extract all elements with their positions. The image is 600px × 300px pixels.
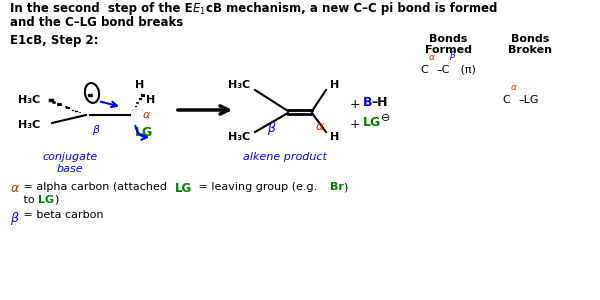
Text: $E_1$: $E_1$ xyxy=(192,2,206,17)
Text: H: H xyxy=(330,80,339,90)
Text: $\alpha$: $\alpha$ xyxy=(510,83,518,92)
Text: to: to xyxy=(20,195,38,205)
Text: –LG: –LG xyxy=(518,95,539,105)
Text: $\alpha$: $\alpha$ xyxy=(315,120,325,133)
Text: ): ) xyxy=(343,182,347,192)
Text: alkene product: alkene product xyxy=(243,152,327,162)
Text: = alpha carbon (attached: = alpha carbon (attached xyxy=(20,182,167,192)
Text: +: + xyxy=(350,118,365,131)
Text: Bonds: Bonds xyxy=(511,34,549,44)
Text: ): ) xyxy=(54,195,58,205)
Text: Broken: Broken xyxy=(508,45,552,55)
Text: $\alpha$: $\alpha$ xyxy=(142,110,151,120)
Text: –H: –H xyxy=(371,97,388,110)
Text: H₃C: H₃C xyxy=(228,132,250,142)
Text: = beta carbon: = beta carbon xyxy=(20,210,104,220)
Text: Bonds: Bonds xyxy=(429,34,467,44)
Text: base: base xyxy=(56,164,83,174)
Text: = leaving group (e.g.: = leaving group (e.g. xyxy=(195,182,321,192)
Text: ⊖: ⊖ xyxy=(381,113,391,123)
Text: Formed: Formed xyxy=(425,45,472,55)
Text: C: C xyxy=(502,95,510,105)
Text: $\beta$: $\beta$ xyxy=(10,210,20,227)
Text: $\beta$: $\beta$ xyxy=(449,49,457,62)
Text: In the second  step of the E: In the second step of the E xyxy=(10,2,193,15)
Text: Br: Br xyxy=(330,182,344,192)
Text: B: B xyxy=(363,97,373,110)
Text: H₃C: H₃C xyxy=(228,80,250,90)
Text: cB mechanism, a new C–C pi bond is formed: cB mechanism, a new C–C pi bond is forme… xyxy=(206,2,497,15)
Text: and the C–LG bond breaks: and the C–LG bond breaks xyxy=(10,16,183,29)
Text: H₃C: H₃C xyxy=(18,120,40,130)
Text: $\alpha$: $\alpha$ xyxy=(10,182,20,195)
Text: H: H xyxy=(135,80,144,90)
Text: LG: LG xyxy=(175,182,192,195)
Text: E1cB, Step 2:: E1cB, Step 2: xyxy=(10,34,98,47)
Text: $\beta$: $\beta$ xyxy=(92,123,101,137)
Text: LG: LG xyxy=(38,195,54,205)
Text: LG: LG xyxy=(363,116,381,130)
Text: (π): (π) xyxy=(457,65,476,75)
Text: $\beta$: $\beta$ xyxy=(267,120,277,137)
Text: H₃C: H₃C xyxy=(18,95,40,105)
Text: $\alpha$: $\alpha$ xyxy=(428,53,436,62)
Text: +: + xyxy=(350,98,365,112)
Text: C: C xyxy=(420,65,428,75)
Text: H: H xyxy=(146,95,155,105)
Text: LG: LG xyxy=(135,127,153,140)
Text: conjugate: conjugate xyxy=(43,152,98,162)
Text: –C: –C xyxy=(436,65,449,75)
Text: H: H xyxy=(330,132,339,142)
